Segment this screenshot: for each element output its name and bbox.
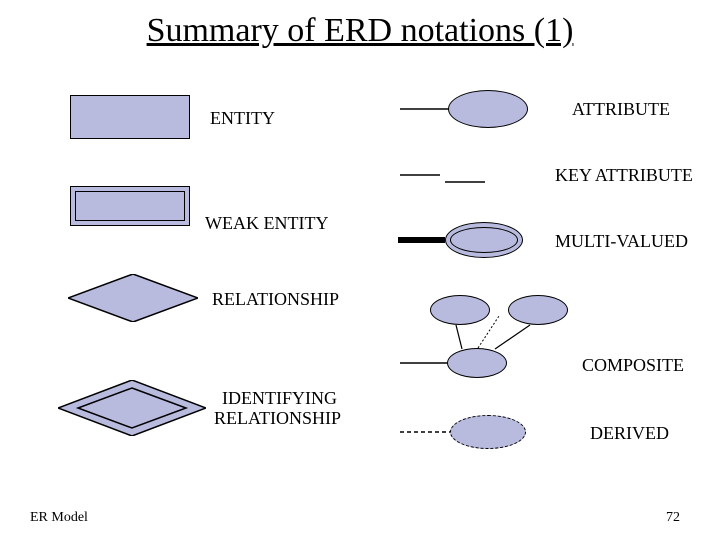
page-title: Summary of ERD notations (1) [0,12,720,50]
derived-label: DERIVED [590,423,669,444]
composite-child-left [430,295,490,325]
key-attribute-label: KEY ATTRIBUTE [555,165,693,186]
identifying-relationship-shape [58,380,206,436]
page-number: 72 [666,510,680,526]
multi-valued-inner [450,227,518,253]
key-attribute-line [400,170,490,186]
entity-label: ENTITY [210,108,275,129]
relationship-shape [68,274,198,322]
identifying-label-2: RELATIONSHIP [214,408,341,429]
multi-valued-thick-line [398,234,448,246]
weak-entity-label: WEAK ENTITY [205,213,328,234]
derived-shape [450,415,526,449]
relationship-label: RELATIONSHIP [212,289,339,310]
multi-valued-label: MULTI-VALUED [555,231,688,252]
composite-main [447,348,507,378]
attribute-label: ATTRIBUTE [572,99,670,120]
entity-shape [70,95,190,139]
footer-left: ER Model [30,510,88,526]
derived-connector [400,427,452,437]
attribute-connector [400,104,452,114]
attribute-shape [448,90,528,128]
weak-entity-inner [75,191,185,221]
identifying-label-1: IDENTIFYING [222,388,337,409]
composite-child-right [508,295,568,325]
composite-label: COMPOSITE [582,355,684,376]
